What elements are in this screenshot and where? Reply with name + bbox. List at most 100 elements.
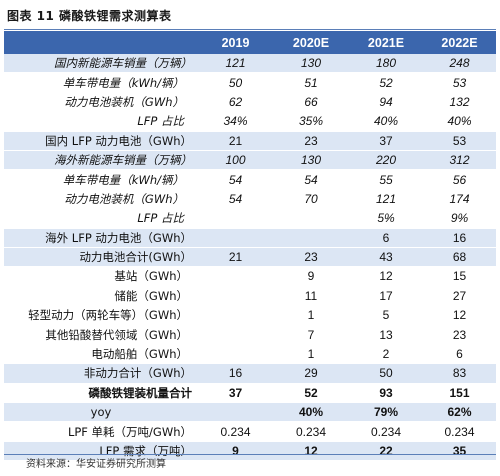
header-year-2020e: 2020E — [273, 31, 349, 54]
row-label: LFP 占比 — [4, 111, 198, 132]
row-value-2021e: 79% — [349, 402, 423, 423]
row-value-2020e: 51 — [273, 72, 349, 93]
row-value-2022e: 312 — [423, 150, 496, 171]
row-value-2020e: 29 — [273, 363, 349, 384]
row-value-2019: 21 — [198, 247, 273, 268]
row-value-2020e: 130 — [273, 150, 349, 171]
row-value-2021e: 13 — [349, 324, 423, 345]
row-label: 动力电池合计(GWh） — [4, 247, 198, 268]
header-year-2021e: 2021E — [349, 31, 423, 54]
row-value-2022e: 16 — [423, 228, 496, 248]
table-row: 储能（GWh） 11 17 27 — [4, 286, 496, 307]
row-value-2022e: 56 — [423, 169, 496, 190]
row-label: 海外新能源车销量（万辆） — [4, 150, 198, 171]
row-label: 储能（GWh） — [4, 286, 198, 307]
row-value-2021e: 5% — [349, 208, 423, 229]
row-value-2022e: 15 — [423, 266, 496, 287]
row-label: yoy — [4, 402, 198, 423]
row-value-2022e: 53 — [423, 131, 496, 151]
row-value-2020e: 23 — [273, 247, 349, 268]
table-row: 轻型动力（两轮车等）（GWh） 1 5 12 — [4, 305, 496, 326]
header-label-cell — [4, 31, 198, 54]
row-value-2021e: 12 — [349, 266, 423, 287]
row-value-2020e: 0.234 — [273, 421, 349, 442]
row-value-2022e: 68 — [423, 247, 496, 268]
row-value-2019 — [198, 305, 273, 326]
row-value-2021e: 40% — [349, 111, 423, 132]
table-row: LFP 占比 34% 35% 40% 40% — [4, 111, 496, 132]
table-row: yoy 40% 79% 62% — [4, 402, 496, 423]
row-value-2019 — [198, 324, 273, 345]
row-value-2021e: 37 — [349, 131, 423, 151]
row-value-2022e: 53 — [423, 72, 496, 93]
row-value-2019: 54 — [198, 169, 273, 190]
row-value-2019 — [198, 228, 273, 248]
source-note: 资料来源：华安证券研究所测算 — [26, 459, 166, 470]
header-row: 2019 2020E 2021E 2022E — [4, 31, 496, 54]
header-year-2019: 2019 — [198, 31, 273, 54]
row-value-2019 — [198, 208, 273, 229]
row-label: 国内新能源车销量（万辆） — [4, 54, 198, 74]
row-value-2021e: 2 — [349, 344, 423, 365]
row-value-2019: 16 — [198, 363, 273, 384]
table-row: 单车带电量（kWh/辆） 54 54 55 56 — [4, 169, 496, 190]
row-value-2021e: 220 — [349, 150, 423, 171]
row-value-2021e: 22 — [349, 441, 423, 462]
row-value-2019: 121 — [198, 54, 273, 74]
row-value-2020e: 12 — [273, 441, 349, 462]
row-value-2019: 62 — [198, 92, 273, 113]
row-value-2021e: 121 — [349, 189, 423, 210]
row-value-2022e: 9% — [423, 208, 496, 229]
row-value-2022e: 151 — [423, 383, 496, 404]
row-value-2021e: 0.234 — [349, 421, 423, 442]
row-value-2022e: 27 — [423, 286, 496, 307]
row-label: 海外 LFP 动力电池（GWh） — [4, 228, 198, 248]
row-value-2020e: 1 — [273, 305, 349, 326]
table-row: 国内新能源车销量（万辆） 121 130 180 248 — [4, 54, 496, 74]
row-value-2020e: 11 — [273, 286, 349, 307]
row-value-2019 — [198, 266, 273, 287]
title-divider — [4, 29, 496, 30]
row-label: 非动力合计（GWh） — [4, 363, 198, 384]
row-value-2020e: 130 — [273, 54, 349, 74]
table-body: 国内新能源车销量（万辆） 121 130 180 248 单车带电量（kWh/辆） 50 51… — [4, 54, 496, 462]
row-value-2021e: 93 — [349, 383, 423, 404]
table-row: 动力电池装机（GWh） 62 66 94 132 — [4, 92, 496, 113]
table-row: 动力电池合计(GWh） 21 23 43 68 — [4, 247, 496, 268]
row-value-2019: 0.234 — [198, 421, 273, 442]
row-value-2019: 21 — [198, 131, 273, 151]
lfp-demand-table: 2019 2020E 2021E 2022E 国内新能源车销量（万辆） 121 13… — [4, 31, 496, 462]
row-label: 轻型动力（两轮车等）（GWh） — [4, 305, 198, 326]
row-value-2020e — [273, 208, 349, 229]
row-label: 单车带电量（kWh/辆） — [4, 72, 198, 93]
row-label: 国内 LFP 动力电池（GWh） — [4, 131, 198, 151]
row-value-2022e: 132 — [423, 92, 496, 113]
row-label: 其他铅酸替代领域（GWh） — [4, 324, 198, 345]
table-row: 海外新能源车销量（万辆） 100 130 220 312 — [4, 150, 496, 171]
row-label: 动力电池装机（GWh） — [4, 189, 198, 210]
row-value-2020e — [273, 228, 349, 248]
row-value-2022e: 174 — [423, 189, 496, 210]
row-value-2019 — [198, 402, 273, 423]
row-value-2020e: 9 — [273, 266, 349, 287]
row-value-2021e: 17 — [349, 286, 423, 307]
row-value-2020e: 7 — [273, 324, 349, 345]
row-value-2022e: 35 — [423, 441, 496, 462]
table-row: 动力电池装机（GWh） 54 70 121 174 — [4, 189, 496, 210]
row-label: LPF 单耗（万吨/GWh） — [4, 421, 198, 442]
row-value-2019: 100 — [198, 150, 273, 171]
row-value-2019: 54 — [198, 189, 273, 210]
bottom-divider — [4, 454, 496, 455]
row-value-2022e: 23 — [423, 324, 496, 345]
row-value-2022e: 0.234 — [423, 421, 496, 442]
row-value-2019 — [198, 344, 273, 365]
table-row: 电动船舶（GWh） 1 2 6 — [4, 344, 496, 365]
row-value-2019: 9 — [198, 441, 273, 462]
table-row: 磷酸铁锂装机量合计 37 52 93 151 — [4, 383, 496, 404]
row-label: 动力电池装机（GWh） — [4, 92, 198, 113]
row-value-2021e: 5 — [349, 305, 423, 326]
row-value-2020e: 70 — [273, 189, 349, 210]
row-value-2020e: 66 — [273, 92, 349, 113]
row-value-2021e: 180 — [349, 54, 423, 74]
row-label: LFP 占比 — [4, 208, 198, 229]
